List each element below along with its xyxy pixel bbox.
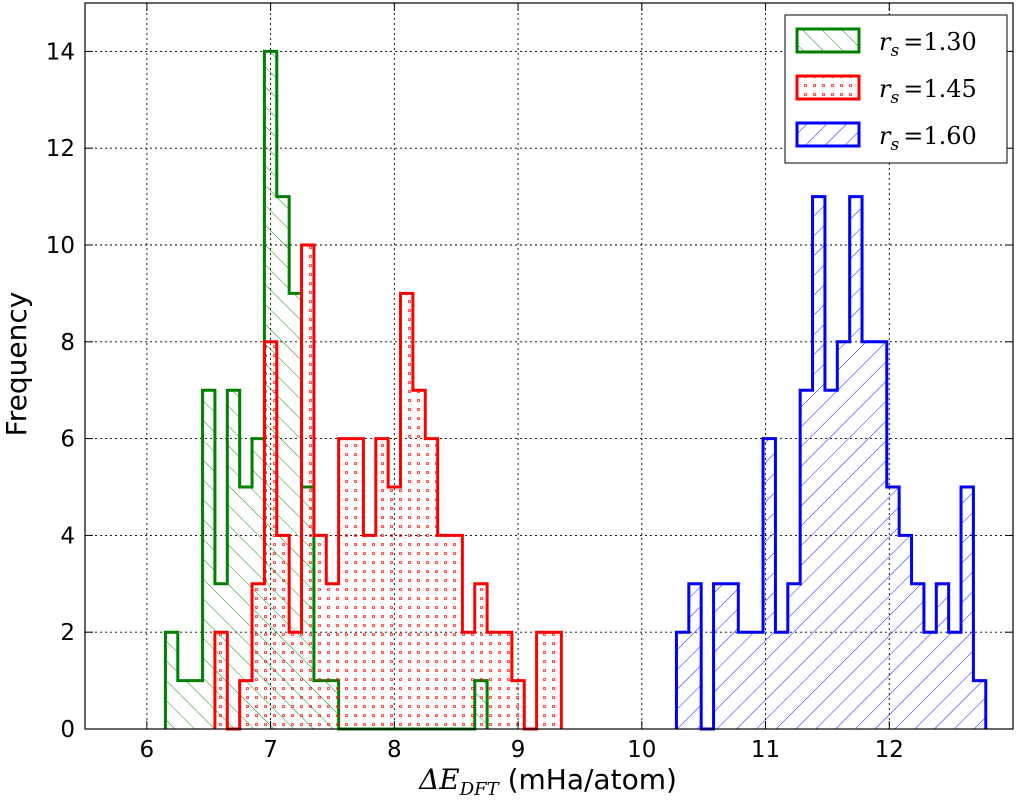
legend-swatch-1 — [795, 27, 861, 54]
histogram-outline-3 — [674, 195, 988, 731]
x-tick-label: 8 — [387, 737, 402, 763]
x-tick-label: 10 — [627, 737, 656, 763]
legend-label-1: rs =1.30 — [879, 28, 977, 61]
legend-label-subscript: s — [890, 88, 899, 108]
y-tick-label: 12 — [46, 136, 75, 162]
x-tick-label: 7 — [263, 737, 278, 763]
legend-label-value: =1.60 — [903, 122, 977, 150]
histogram-fill-1 — [165, 51, 488, 729]
y-tick-label: 2 — [60, 620, 75, 646]
x-axis-label-prefix: ΔE — [418, 763, 460, 796]
axis-ticks: 6 7 8 9 10 11 12 0 2 4 6 8 10 12 14 — [46, 3, 1013, 763]
legend-label-symbol: r — [879, 122, 892, 150]
y-tick-label: 6 — [60, 427, 75, 453]
y-tick-label: 4 — [60, 523, 75, 549]
legend-label-3: rs =1.60 — [879, 122, 977, 155]
y-tick-label: 14 — [46, 39, 75, 65]
y-axis-label: Frequency — [0, 292, 33, 437]
x-axis-label-suffix: (mHa/atom) — [499, 763, 677, 796]
x-axis-label: ΔEDFT (mHa/atom) — [418, 763, 677, 800]
y-tick-label: 10 — [46, 233, 75, 259]
histogram-outline-2 — [213, 243, 563, 731]
histogram-fill-3 — [676, 196, 986, 730]
legend-swatch-2 — [795, 74, 861, 101]
legend-label-2: rs =1.45 — [879, 75, 977, 108]
legend-label-subscript: s — [890, 41, 899, 61]
legend-label-symbol: r — [879, 28, 892, 56]
legend-swatch-3 — [795, 121, 861, 148]
legend-label-symbol: r — [879, 75, 892, 103]
histogram-series — [163, 49, 988, 731]
x-axis-label-subscript: DFT — [459, 779, 501, 800]
legend-label-value: =1.45 — [903, 75, 977, 103]
x-tick-label: 12 — [875, 737, 904, 763]
x-tick-label: 6 — [140, 737, 155, 763]
legend-label-value: =1.30 — [903, 28, 977, 56]
plot-frame — [84, 2, 1014, 730]
x-tick-label: 9 — [511, 737, 526, 763]
x-tick-label: 11 — [751, 737, 780, 763]
y-tick-label: 0 — [60, 717, 75, 743]
y-tick-label: 8 — [60, 330, 75, 356]
legend-label-subscript: s — [890, 135, 899, 155]
